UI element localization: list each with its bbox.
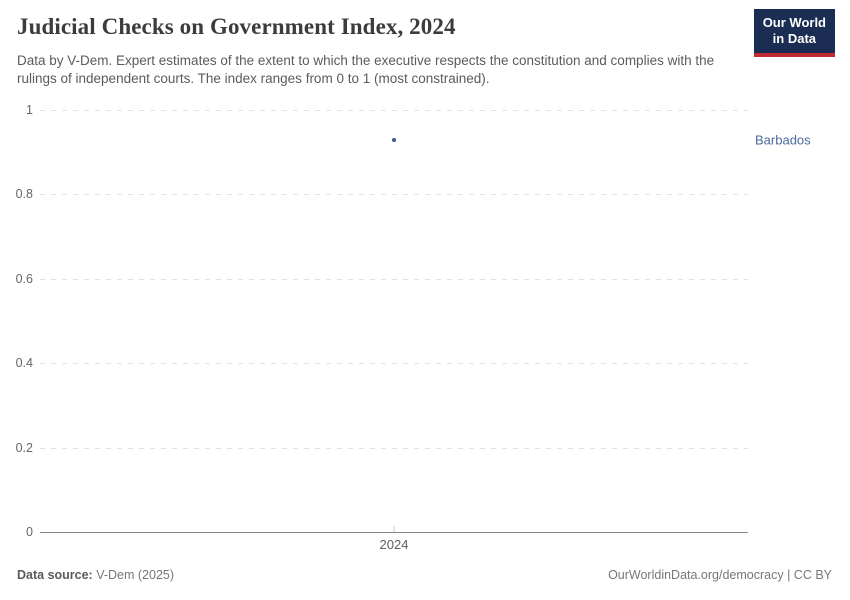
x-axis-tick — [393, 526, 395, 532]
owid-logo-line1: Our World — [762, 15, 826, 30]
owid-logo-line2: in Data — [772, 31, 817, 47]
gridline: 0.2 — [16, 441, 748, 455]
gridline: 0.6 — [16, 272, 748, 286]
gridline: 1 — [26, 103, 748, 117]
y-axis-tick-label: 0.8 — [15, 187, 33, 202]
x-axis-tick-label: 2024 — [379, 537, 409, 552]
plot-area: 0 0.2 0.4 0.6 0.8 1 2024 Barbados — [16, 103, 811, 552]
data-source-value: V-Dem (2025) — [96, 568, 175, 582]
y-axis-tick-label: 1 — [26, 103, 33, 117]
data-source-note: Data source: V-Dem (2025) — [17, 568, 174, 582]
entity-label-barbados: Barbados — [755, 132, 811, 148]
data-source-label: Data source: — [17, 568, 93, 582]
owid-logo: Our World in Data — [753, 9, 835, 57]
chart-subtitle: Data by V-Dem. Expert estimates of the e… — [17, 53, 715, 87]
y-axis-tick-label: 0.4 — [15, 356, 33, 371]
attribution-note: OurWorldinData.org/democracy | CC BY — [608, 568, 832, 582]
gridline: 0.8 — [16, 187, 748, 201]
gridline: 0 — [26, 525, 748, 539]
data-point-barbados — [392, 137, 396, 142]
y-axis-tick-label: 0 — [26, 525, 33, 539]
y-axis-tick-label: 0.2 — [15, 440, 33, 455]
y-axis-tick-label: 0.6 — [15, 271, 33, 286]
chart-title: Judicial Checks on Government Index, 202… — [17, 14, 456, 39]
chart-footer: Data source: V-Dem (2025) OurWorldinData… — [17, 568, 832, 582]
gridline: 0.4 — [16, 356, 748, 370]
